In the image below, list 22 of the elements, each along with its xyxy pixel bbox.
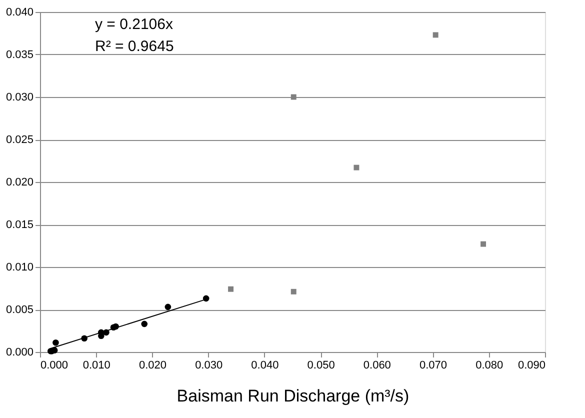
y-tick-label: 0.040 xyxy=(6,6,34,18)
y-tick-label: 0.025 xyxy=(6,134,34,146)
x-axis-title: Baisman Run Discharge (m³/s) xyxy=(176,386,410,406)
x-tick-label: 0.080 xyxy=(476,360,504,372)
y-tick-label: 0.000 xyxy=(6,346,34,358)
y-tick-label: 0.010 xyxy=(6,262,34,274)
annotation: y = 0.2106x xyxy=(95,16,174,33)
x-tick-label: 0.000 xyxy=(40,360,68,372)
x-tick-label: 0.040 xyxy=(251,360,279,372)
y-tick-label: 0.005 xyxy=(6,304,34,316)
annotation: R² = 0.9645 xyxy=(95,38,174,55)
x-tick-label: 0.070 xyxy=(420,360,448,372)
x-tick-label: 0.050 xyxy=(307,360,335,372)
x-tick-label: 0.090 xyxy=(518,360,546,372)
x-tick-label: 0.030 xyxy=(195,360,223,372)
y-tick-label: 0.030 xyxy=(6,92,34,104)
y-tick-label: 0.020 xyxy=(6,176,34,188)
x-tick-label: 0.060 xyxy=(363,360,391,372)
x-tick-label: 0.010 xyxy=(82,360,110,372)
y-tick-label: 0.015 xyxy=(6,219,34,231)
x-tick-label: 0.020 xyxy=(138,360,166,372)
y-tick-label: 0.035 xyxy=(6,49,34,61)
